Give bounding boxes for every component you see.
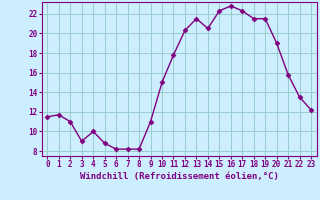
- X-axis label: Windchill (Refroidissement éolien,°C): Windchill (Refroidissement éolien,°C): [80, 172, 279, 181]
